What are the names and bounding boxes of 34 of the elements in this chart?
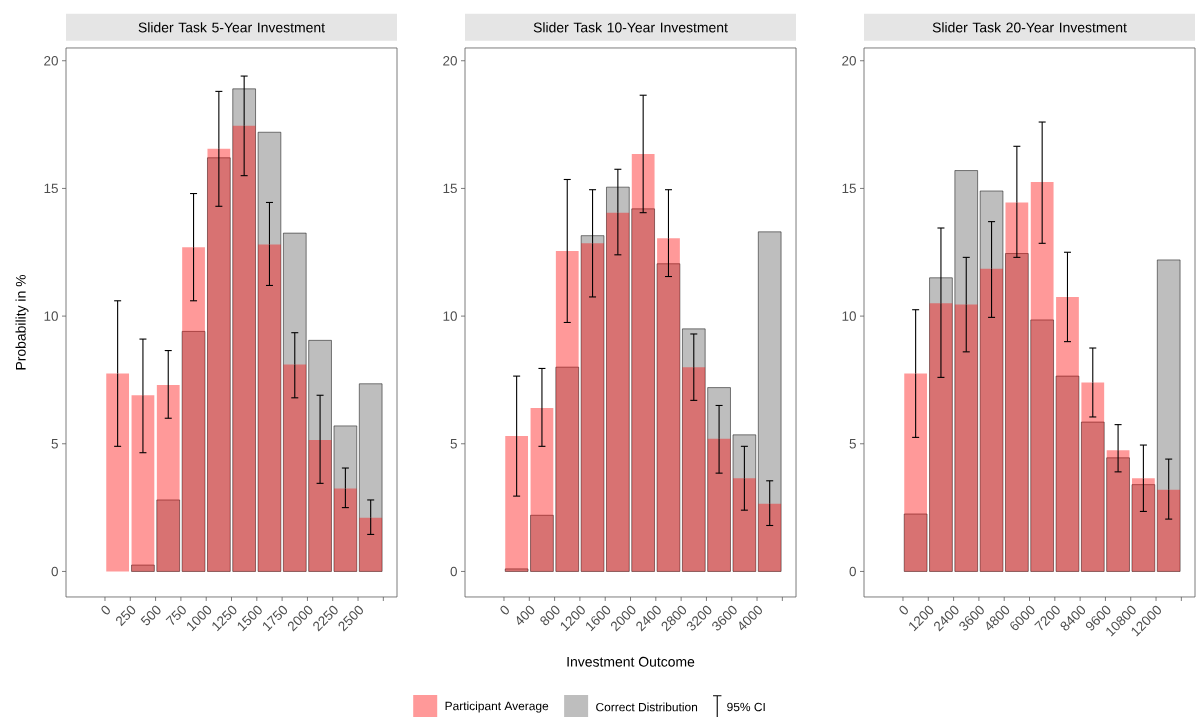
bar bbox=[1157, 259, 1181, 572]
x-tick-label: 0 bbox=[101, 605, 110, 615]
y-tick-label: 20 bbox=[44, 55, 58, 66]
y-tick-label: 10 bbox=[44, 311, 58, 321]
chart-title: Slider Task 10-Year Investment bbox=[533, 22, 728, 33]
y-tick-label: 20 bbox=[443, 55, 457, 66]
x-tick-label: 750 bbox=[165, 605, 186, 625]
y-tick-label: 10 bbox=[443, 311, 457, 321]
y-tick-label: 15 bbox=[842, 183, 856, 194]
y-tick-label: 20 bbox=[842, 55, 856, 66]
text: 95% CI bbox=[727, 702, 765, 712]
x-tick-label: 0 bbox=[500, 605, 509, 615]
y-axis-title: Probability in % bbox=[15, 274, 29, 370]
x-tick-label: 400 bbox=[516, 605, 535, 625]
y-tick-label: 10 bbox=[842, 311, 856, 321]
chart-title: Slider Task 20-Year Investment bbox=[932, 22, 1127, 33]
y-tick-label: 0 bbox=[51, 566, 58, 577]
y-tick-label: 5 bbox=[51, 439, 58, 449]
chart-title: Slider Task 5-Year Investment bbox=[138, 22, 325, 33]
x-tick-label: 800 bbox=[540, 605, 560, 626]
legend-label: Correct Distribution bbox=[596, 702, 698, 712]
legend-label: Participant Average bbox=[445, 701, 549, 713]
x-tick-label: 250 bbox=[116, 605, 136, 627]
bar bbox=[359, 383, 383, 572]
y-tick-label: 0 bbox=[849, 566, 856, 577]
x-axis-title: Investment Outcome bbox=[567, 656, 695, 667]
y-tick-label: 5 bbox=[450, 439, 457, 449]
y-tick-label: 15 bbox=[44, 183, 58, 194]
bar bbox=[758, 231, 782, 572]
y-tick-label: 15 bbox=[443, 183, 457, 194]
x-tick-label: 0 bbox=[899, 605, 908, 615]
x-tick-label: 500 bbox=[140, 605, 161, 626]
y-tick-label: 0 bbox=[450, 566, 457, 577]
y-tick-label: 5 bbox=[849, 439, 856, 449]
